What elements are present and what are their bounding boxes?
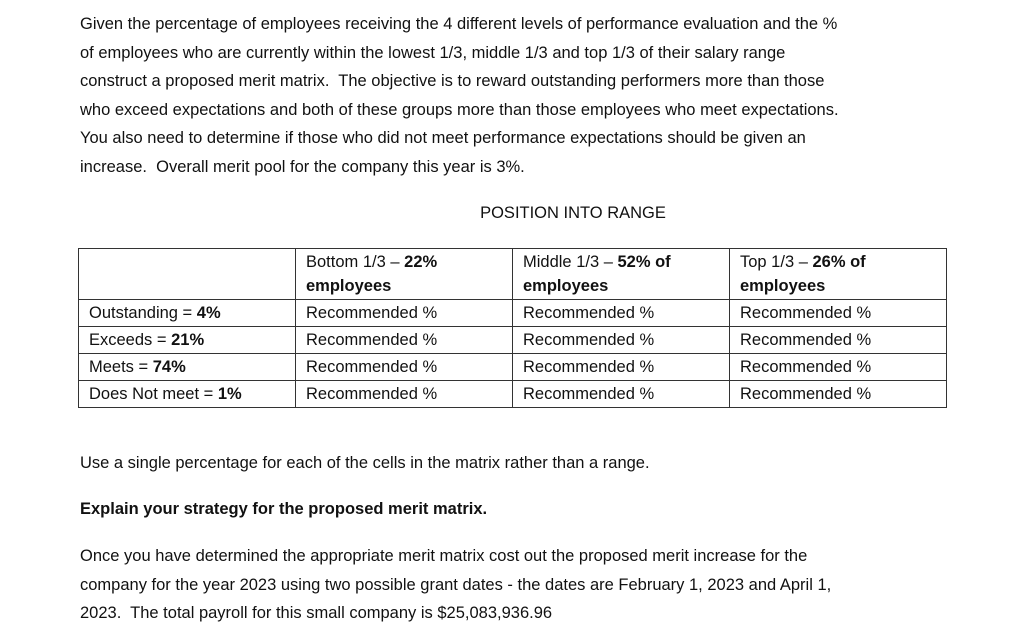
question: Explain your strategy for the proposed m… (80, 500, 488, 518)
matrix-row: Exceeds = 21% Recommended % Recommended % R… (78, 326, 947, 354)
column-header: Middle 1/3 – 52% of employees (512, 248, 730, 300)
matrix-cell: Recommended % (729, 353, 947, 381)
cell-text: Does Not meet = (89, 385, 218, 403)
matrix-cell: Recommended % (729, 299, 947, 327)
merit-matrix: Bottom 1/3 – 22% employees Middle 1/3 – 5… (78, 248, 947, 408)
intro-line: of employees who are currently within th… (80, 43, 786, 62)
corner-cell (78, 248, 296, 300)
cell-bold: 1% (217, 385, 242, 403)
cell-bold: 74% (152, 358, 186, 376)
matrix-cell: Recommended % (512, 299, 730, 327)
cell-text: Exceeds = (89, 331, 172, 349)
matrix-cell: Recommended % (295, 353, 513, 381)
cell-bold: 4% (196, 304, 221, 322)
matrix-cell: Recommended % (512, 326, 730, 354)
matrix-cell: Recommended % (512, 380, 730, 408)
instruction: Use a single percentage for each of the … (80, 454, 650, 472)
cell-text: Top 1/3 – (740, 253, 813, 271)
row-label: Exceeds = 21% (78, 326, 296, 354)
row-label: Outstanding = 4% (78, 299, 296, 327)
closing-line: 2023. The total payroll for this small c… (80, 604, 553, 623)
matrix-cell: Recommended % (729, 326, 947, 354)
intro-line: You also need to determine if those who … (80, 129, 806, 148)
matrix-row: Outstanding = 4% Recommended % Recommended… (78, 299, 947, 327)
intro-line: construct a proposed merit matrix. The o… (80, 72, 825, 91)
matrix-cell: Recommended % (295, 380, 513, 408)
matrix-row: Does Not meet = 1% Recommended % Recommend… (78, 380, 947, 408)
closing-line: company for the year 2023 using two poss… (80, 575, 832, 594)
intro-line: increase. Overall merit pool for the com… (80, 158, 525, 176)
row-label: Meets = 74% (78, 353, 296, 381)
cell-bold: 21% (171, 331, 205, 349)
column-header: Top 1/3 – 26% of employees (729, 248, 947, 300)
cell-bold: 26% of employees (740, 253, 866, 295)
matrix-cell: Recommended % (512, 353, 730, 381)
intro-line: who exceed expectations and both of thes… (80, 100, 839, 119)
row-label: Does Not meet = 1% (78, 380, 296, 408)
cell-text: Meets = (89, 358, 153, 376)
table-caption: POSITION INTO RANGE (480, 204, 666, 222)
cell-text: Outstanding = (89, 304, 197, 322)
header-row: Bottom 1/3 – 22% employees Middle 1/3 – 5… (78, 248, 947, 300)
cell-bold: 22% employees (306, 253, 438, 295)
cell-bold: 52% of employees (523, 253, 671, 295)
matrix-cell: Recommended % (729, 380, 947, 408)
column-header: Bottom 1/3 – 22% employees (295, 248, 513, 300)
intro-line: Given the percentage of employees receiv… (80, 15, 838, 33)
cell-text: Middle 1/3 – (523, 253, 618, 271)
closing-line: Once you have determined the appropriate… (80, 547, 808, 565)
matrix-cell: Recommended % (295, 326, 513, 354)
cell-text: Bottom 1/3 – (306, 253, 405, 271)
matrix-cell: Recommended % (295, 299, 513, 327)
matrix-row: Meets = 74% Recommended % Recommended % Rec… (78, 353, 947, 381)
